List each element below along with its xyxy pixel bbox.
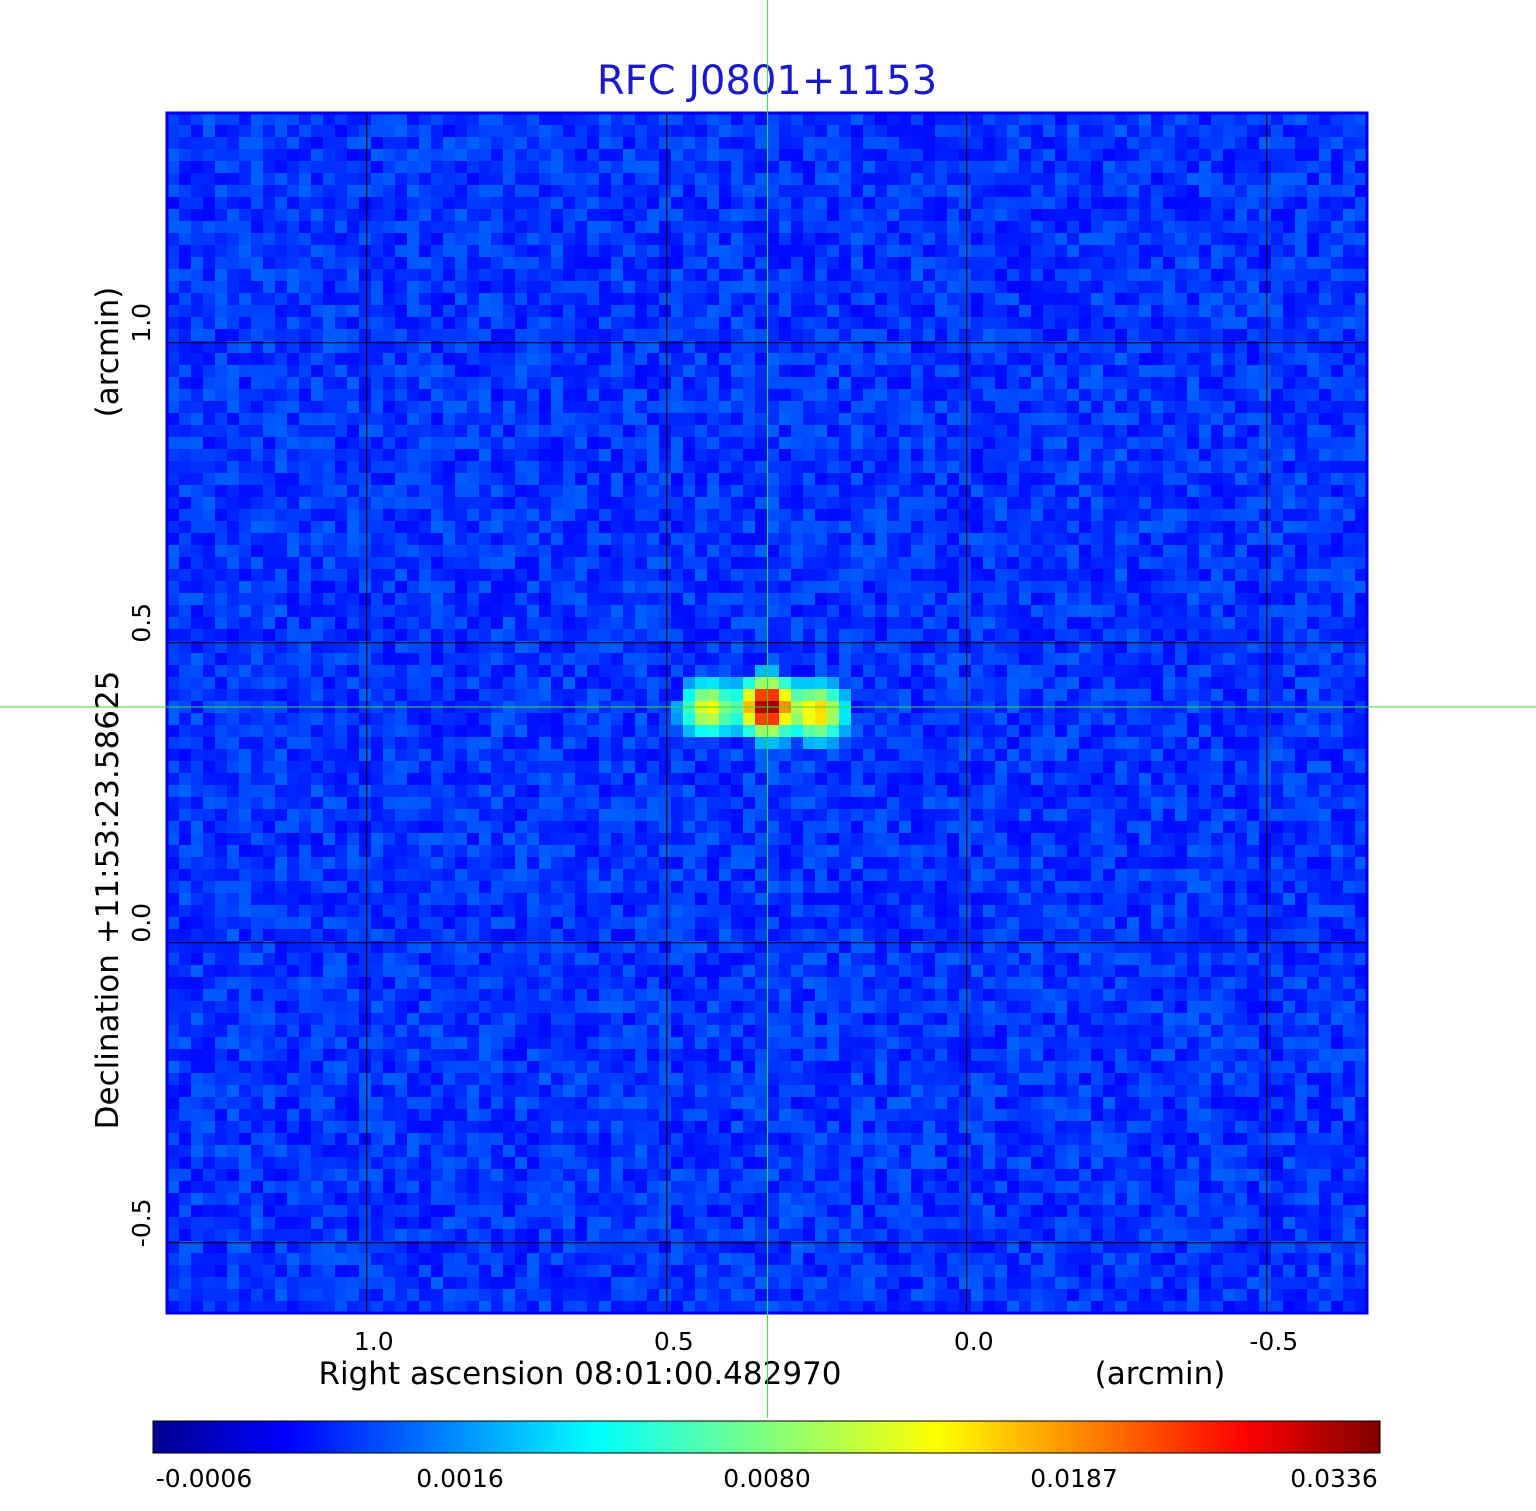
colorbar-tick-labels: -0.0006 0.0016 0.0080 0.0187 0.0336	[156, 1464, 1378, 1493]
x-axis-unit: (arcmin)	[1095, 1356, 1226, 1392]
x-tick-label: 0.5	[654, 1327, 694, 1356]
y-tick-label: 0.5	[127, 603, 156, 643]
y-tick-label: -0.5	[127, 1198, 156, 1247]
intensity-map	[167, 113, 1367, 1313]
y-tick-label: 1.0	[127, 303, 156, 343]
colorbar-tick-label: 0.0016	[416, 1464, 503, 1493]
colorbar-tick-label: -0.0006	[156, 1464, 253, 1493]
colorbar	[152, 1420, 1381, 1454]
x-tick-label: 1.0	[354, 1327, 394, 1356]
plot-frame	[165, 111, 1369, 1315]
colorbar-tick-label: 0.0080	[723, 1464, 810, 1493]
grid-lines	[167, 113, 1367, 1313]
colorbar-tick-label: 0.0336	[1290, 1464, 1377, 1493]
y-axis-unit: (arcmin)	[90, 287, 126, 418]
y-tick-labels: 1.0 0.5 0.0 -0.5	[127, 303, 156, 1247]
x-axis-label: Right ascension 08:01:00.482970	[318, 1356, 841, 1392]
y-axis-label: Declination +11:53:23.58625	[90, 671, 126, 1130]
chart-title: RFC J0801+1153	[597, 58, 937, 104]
crosshair	[0, 0, 1536, 1418]
y-tick-label: 0.0	[127, 903, 156, 943]
x-tick-label: 0.0	[954, 1327, 994, 1356]
colorbar-tick-label: 0.0187	[1030, 1464, 1117, 1493]
x-tick-labels: 1.0 0.5 0.0 -0.5	[354, 1327, 1298, 1356]
x-tick-label: -0.5	[1249, 1327, 1298, 1356]
plot-area	[167, 113, 1367, 1313]
